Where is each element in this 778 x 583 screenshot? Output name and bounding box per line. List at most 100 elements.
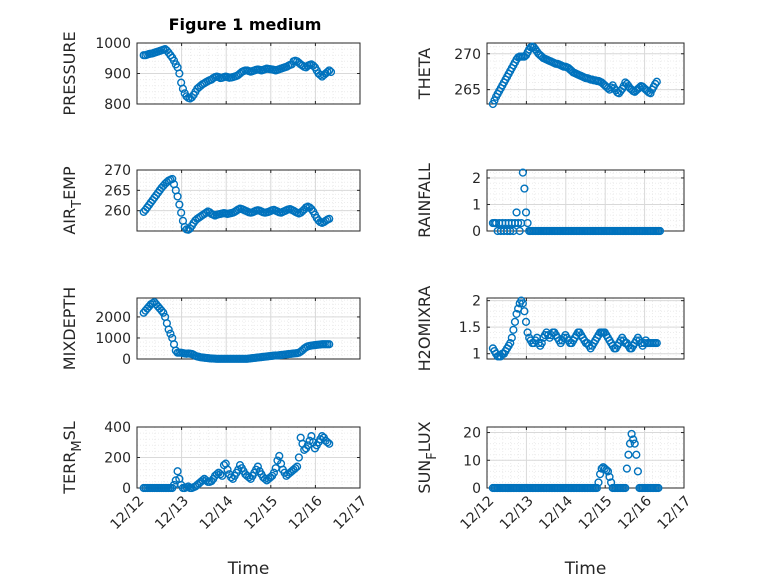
data-point	[515, 226, 524, 236]
x-tick-label: 12/13	[497, 493, 537, 533]
x-tick-label: 12/14	[197, 493, 237, 533]
data-point	[632, 450, 641, 459]
data-point	[164, 325, 173, 334]
x-axis-label: Time	[564, 559, 607, 579]
data-point	[521, 317, 531, 326]
data-point	[622, 464, 631, 473]
data-point	[216, 470, 225, 479]
x-tick-label: 12/15	[241, 493, 281, 533]
data-point	[325, 340, 334, 349]
data-point	[323, 67, 332, 77]
h2omixra-panel: 1 1.5 2 H2OMIXRA	[415, 286, 685, 372]
y-tick-label: 400	[104, 420, 131, 436]
sun-flux-axes-box	[486, 426, 685, 489]
data-point	[260, 474, 270, 483]
data-point	[275, 451, 284, 461]
y-tick-label: 200	[104, 451, 131, 467]
data-point	[512, 208, 521, 217]
data-point	[655, 226, 665, 236]
data-point	[518, 168, 527, 177]
data-point	[518, 299, 527, 308]
y-tick-label: 1000	[95, 36, 131, 52]
data-point	[512, 309, 521, 319]
x-tick-label: 12/16	[286, 493, 326, 533]
sun-flux-panel: 0 10 20 12/12 12/13 12/14 12/15 12/16 12/17 SUNFL…	[415, 421, 694, 579]
data-point	[603, 467, 613, 476]
theta-ylabel: THETA	[415, 48, 434, 100]
y-tick-label: 10	[463, 453, 481, 469]
data-point	[291, 464, 300, 473]
x-tick-label: 12/12	[458, 493, 498, 533]
pressure-panel: 800 900 1000 PRESSURE	[60, 31, 361, 116]
y-tick-label: 900	[104, 67, 131, 83]
data-point	[523, 328, 532, 337]
data-point	[212, 470, 221, 479]
data-point	[510, 317, 520, 326]
data-point	[594, 478, 603, 487]
data-point	[325, 439, 334, 448]
data-point	[326, 67, 336, 77]
x-tick-label: 12/16	[615, 493, 655, 533]
data-point	[173, 467, 182, 476]
mixdepth-panel: 0 1000 2000 MIXDEPTH	[60, 287, 361, 370]
data-point	[253, 462, 262, 471]
data-point	[507, 333, 516, 342]
data-point	[178, 84, 188, 93]
y-tick-label: 1000	[95, 331, 131, 347]
y-tick-label: 0	[122, 352, 131, 368]
mixdepth-ylabel: MIXDEPTH	[60, 287, 79, 370]
y-tick-label: 0	[122, 481, 131, 497]
y-tick-label: 1.5	[459, 320, 481, 336]
figure-title: Figure 1 medium	[169, 15, 322, 34]
data-point	[202, 208, 211, 217]
y-tick-label: 270	[454, 47, 481, 63]
y-tick-label: 265	[454, 83, 481, 99]
y-tick-label: 1	[472, 347, 481, 363]
data-point	[630, 439, 639, 448]
data-point	[652, 338, 661, 348]
data-point	[177, 208, 186, 217]
rainfall-panel: 0 1 2 RAINFALL	[415, 163, 685, 240]
data-point	[651, 79, 660, 89]
data-point	[520, 184, 529, 193]
rainfall-ylabel: RAINFALL	[415, 163, 434, 238]
data-point	[159, 308, 168, 317]
data-point	[520, 307, 529, 316]
data-point	[293, 462, 302, 471]
rainfall-axes-box	[486, 169, 685, 232]
terr-msl-panel: 0 200 400 12/12 12/13 12/14 12/15 12/16 12/17 TER…	[60, 420, 370, 579]
data-point	[537, 338, 546, 348]
data-point	[173, 192, 182, 201]
h2omixra-ylabel: H2OMIXRA	[415, 286, 434, 372]
data-point	[602, 465, 611, 475]
data-point	[168, 174, 177, 184]
air-temp-panel: 260 265 270 AIRTEMP	[60, 163, 361, 235]
y-tick-label: 1	[472, 197, 481, 213]
y-tick-label: 0	[472, 481, 481, 497]
data-point	[621, 483, 630, 493]
data-point	[654, 483, 663, 493]
data-point	[316, 70, 325, 80]
y-tick-label: 2	[472, 294, 481, 310]
x-tick-label: 12/12	[108, 493, 148, 533]
x-tick-label: 12/13	[152, 493, 192, 533]
data-point	[624, 450, 633, 459]
x-tick-label: 12/14	[536, 493, 576, 533]
data-point	[514, 218, 523, 228]
data-point	[506, 226, 515, 236]
data-point	[294, 453, 303, 462]
data-point	[605, 472, 614, 482]
data-point	[629, 435, 638, 444]
y-tick-label: 20	[463, 426, 481, 442]
y-tick-label: 265	[104, 183, 131, 199]
data-point	[325, 66, 334, 75]
data-point	[175, 69, 184, 78]
data-point	[269, 468, 279, 477]
y-tick-label: 260	[104, 204, 131, 220]
y-tick-label: 270	[104, 163, 131, 179]
data-point	[627, 429, 636, 439]
h2omixra-axes-box	[486, 297, 685, 360]
x-axis-label: Time	[227, 559, 270, 579]
data-point	[595, 470, 605, 479]
